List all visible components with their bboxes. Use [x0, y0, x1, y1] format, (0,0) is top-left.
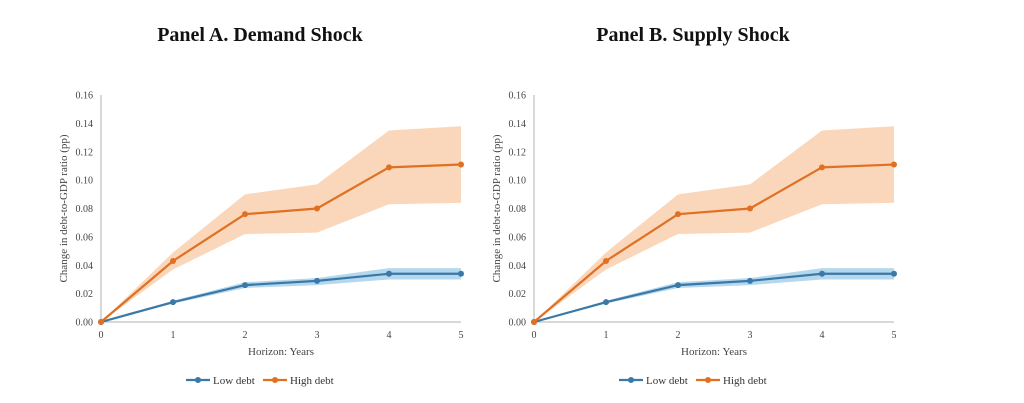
panel-a-title: Panel A. Demand Shock [157, 24, 363, 46]
high-debt-point [170, 257, 176, 264]
high-debt-point [675, 211, 681, 218]
panel-b-title: Panel B. Supply Shock [596, 24, 790, 46]
high-debt-point [314, 205, 320, 212]
y-tick-label: 0.14 [509, 119, 527, 130]
y-axis-label: Change in debt-to-GDP ratio (pp) [491, 134, 503, 282]
low-debt-point [170, 299, 176, 306]
low-debt-legend-label: Low debt [213, 375, 255, 387]
low-debt-point [891, 270, 897, 277]
low-debt-point [386, 270, 392, 277]
y-axis-label: Change in debt-to-GDP ratio (pp) [58, 134, 70, 282]
y-tick-label: 0.12 [76, 147, 94, 158]
high-debt-point [819, 164, 825, 171]
high-debt-point [98, 319, 104, 325]
y-tick-label: 0.02 [509, 289, 527, 300]
low-debt-legend-marker [628, 377, 634, 383]
x-axis-label: Horizon: Years [681, 346, 747, 358]
x-tick-label: 4 [820, 330, 825, 341]
high-debt-legend-marker [705, 377, 711, 383]
panel-a-chart: 0.00 0.02 0.04 0.06 0.08 0.10 0.12 0.14 0.16 0 1 2 3… [58, 91, 464, 387]
low-debt-point [675, 282, 681, 289]
x-tick-label: 1 [604, 330, 609, 341]
x-tick-label: 2 [243, 330, 248, 341]
x-tick-label: 5 [892, 330, 897, 341]
y-tick-label: 0.00 [76, 318, 94, 329]
high-debt-point [458, 161, 464, 168]
low-debt-line [100, 272, 461, 324]
high-debt-point [242, 211, 248, 218]
low-debt-point [603, 299, 609, 306]
low-debt-legend-marker [195, 377, 201, 383]
high-debt-line [100, 163, 462, 323]
high-debt-point [747, 205, 753, 212]
high-debt-legend-label: High debt [290, 375, 334, 387]
y-tick-label: 0.16 [509, 91, 527, 102]
panel-b-chart: 0.00 0.02 0.04 0.06 0.08 0.10 0.12 0.14 0.16 0 1 2 3… [491, 91, 897, 387]
high-debt-point [603, 257, 609, 264]
y-tick-label: 0.00 [509, 318, 527, 329]
x-tick-label: 4 [387, 330, 392, 341]
high-debt-confidence-band [101, 126, 461, 323]
x-tick-label: 5 [459, 330, 464, 341]
y-tick-label: 0.04 [76, 261, 94, 272]
low-debt-legend-label: Low debt [646, 375, 688, 387]
y-tick-label: 0.06 [509, 232, 527, 243]
high-debt-line [533, 163, 895, 323]
y-tick-label: 0.10 [509, 176, 527, 187]
low-debt-point [747, 277, 753, 284]
y-tick-label: 0.08 [76, 204, 94, 215]
high-debt-point [891, 161, 897, 168]
x-tick-label: 0 [532, 330, 537, 341]
y-tick-label: 0.08 [509, 204, 527, 215]
x-tick-label: 1 [171, 330, 176, 341]
x-tick-label: 0 [99, 330, 104, 341]
high-debt-confidence-band [534, 126, 894, 323]
x-axis-label: Horizon: Years [248, 346, 314, 358]
high-debt-legend-label: High debt [723, 375, 767, 387]
y-tick-label: 0.14 [76, 119, 94, 130]
x-tick-label: 2 [676, 330, 681, 341]
x-tick-label: 3 [748, 330, 753, 341]
high-debt-legend-marker [272, 377, 278, 383]
high-debt-point [386, 164, 392, 171]
y-tick-label: 0.12 [509, 147, 527, 158]
low-debt-point [314, 277, 320, 284]
low-debt-line [533, 272, 894, 324]
y-tick-label: 0.10 [76, 176, 94, 187]
y-tick-label: 0.16 [76, 91, 94, 102]
low-debt-point [242, 282, 248, 289]
y-tick-label: 0.02 [76, 289, 94, 300]
high-debt-point [531, 319, 537, 325]
y-tick-label: 0.06 [76, 232, 94, 243]
y-tick-label: 0.04 [509, 261, 527, 272]
low-debt-point [458, 270, 464, 277]
low-debt-point [819, 270, 825, 277]
x-tick-label: 3 [315, 330, 320, 341]
